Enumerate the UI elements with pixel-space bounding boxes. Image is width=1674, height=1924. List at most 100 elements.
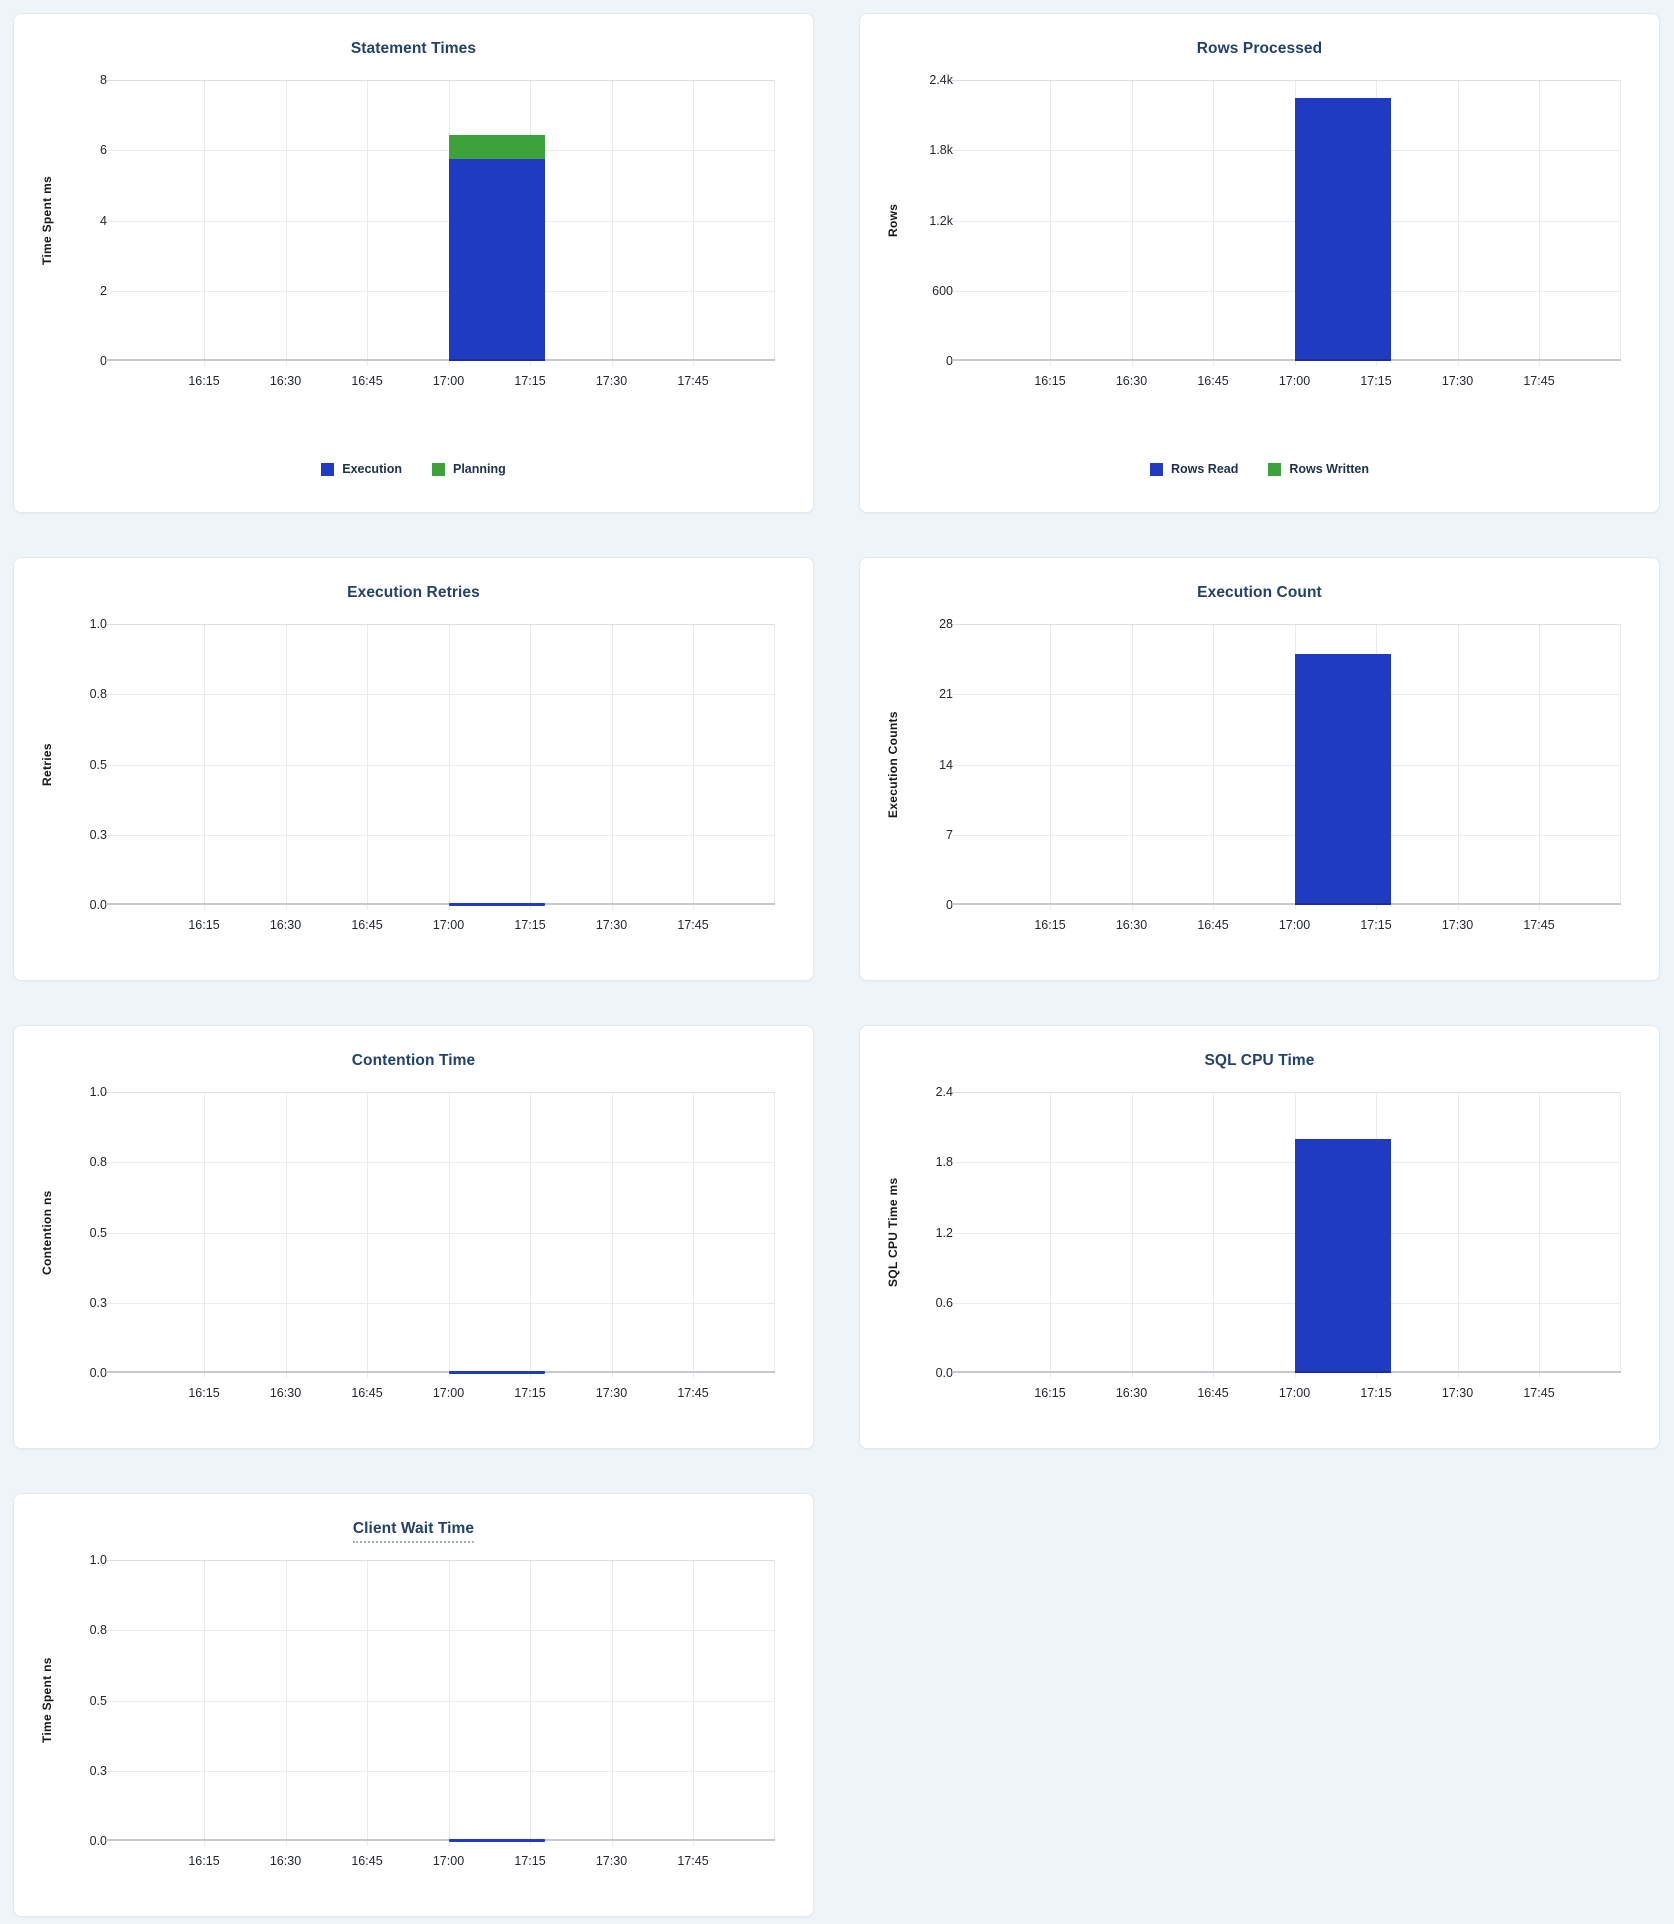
- chart-title-execution-count: Execution Count: [860, 584, 1659, 602]
- x-tick-label: 17:00: [1278, 918, 1311, 932]
- x-tick-label: 17:30: [595, 1854, 628, 1868]
- x-tick-label: 16:15: [1034, 1386, 1066, 1400]
- x-tick-label: 16:30: [1115, 918, 1148, 932]
- legend-item-rows-read[interactable]: Rows Read: [1149, 462, 1239, 476]
- x-gridline: [1131, 1092, 1133, 1378]
- plot-right-border: [774, 1092, 775, 1373]
- x-tick-label: 17:00: [432, 1386, 465, 1400]
- x-gridline: [1213, 80, 1214, 366]
- y-gridline: [106, 1303, 775, 1304]
- y-gridline: [952, 1162, 1621, 1163]
- y-tick-label: 28: [939, 617, 953, 631]
- y-tick-label: 0.8: [89, 687, 107, 701]
- legend-item-execution[interactable]: Execution: [321, 462, 402, 476]
- y-gridline: [106, 694, 775, 695]
- x-tick-label: 17:00: [432, 1854, 465, 1868]
- plot-right-border: [774, 1560, 775, 1841]
- x-gridline: [1050, 624, 1051, 910]
- x-tick-label: 17:00: [1278, 1386, 1311, 1400]
- x-axis-line: [106, 1839, 775, 1841]
- x-tick-label: 17:15: [1360, 374, 1392, 388]
- y-gridline: [106, 221, 775, 222]
- x-gridline: [1213, 624, 1214, 910]
- zero-value-line[interactable]: [448, 1371, 545, 1374]
- bar-segment-rows-read[interactable]: [1294, 98, 1391, 361]
- x-tick-label: 17:00: [1278, 374, 1311, 388]
- bar-segment-planning[interactable]: [448, 135, 545, 159]
- dashboard-row-2: Execution Retries Retries 16:15 16:30 16:45…: [13, 557, 1660, 981]
- x-gridline: [530, 1092, 531, 1378]
- x-gridline: [285, 80, 287, 366]
- y-tick-label: 0: [946, 898, 953, 912]
- x-tick-label: 16:15: [188, 918, 220, 932]
- bar-segment-execution-count[interactable]: [1294, 654, 1391, 905]
- chart-card-execution-retries: Execution Retries Retries 16:15 16:30 16:45…: [13, 557, 814, 981]
- plot-area: 16:15 16:30 16:45 17:00 17:15 17:30 17:45 0.0 0.…: [90, 617, 775, 932]
- y-tick-label: 2.4k: [929, 73, 953, 87]
- x-tick-label: 17:30: [1441, 374, 1474, 388]
- x-gridline: [1213, 1092, 1214, 1378]
- x-gridline: [1539, 624, 1540, 910]
- x-tick-label: 17:45: [677, 374, 709, 388]
- y-gridline: [952, 765, 1621, 766]
- plot-area: 16:15 16:30 16:45 17:00 17:15 17:30 17:45 0 2 4 6 8: [100, 73, 775, 388]
- legend-item-planning[interactable]: Planning: [431, 462, 506, 476]
- zero-value-line[interactable]: [448, 1839, 545, 1842]
- x-gridline: [448, 1560, 450, 1846]
- x-gridline: [1539, 80, 1540, 366]
- x-gridline: [285, 624, 287, 910]
- x-gridline: [1457, 80, 1459, 366]
- y-tick-label: 1.0: [89, 1085, 107, 1099]
- y-tick-label: 8: [100, 73, 107, 87]
- bar-segment-sql-cpu-time[interactable]: [1294, 1139, 1391, 1373]
- zero-value-line[interactable]: [448, 903, 545, 906]
- y-tick-label: 0.3: [89, 1296, 107, 1310]
- chart-title-tooltip-trigger[interactable]: Client Wait Time: [352, 1520, 475, 1543]
- x-tick-label: 17:00: [432, 918, 465, 932]
- x-tick-label: 17:15: [1360, 918, 1392, 932]
- x-tick-label: 16:45: [1197, 374, 1229, 388]
- y-tick-label: 7: [946, 828, 953, 842]
- x-gridline: [1457, 1092, 1459, 1378]
- legend-item-rows-written[interactable]: Rows Written: [1268, 462, 1369, 476]
- y-tick-label: 0.5: [89, 1226, 107, 1240]
- y-tick-label: 0.3: [89, 1764, 107, 1778]
- y-tick-label: 1.8: [935, 1155, 953, 1169]
- chart-card-rows-processed: Rows Processed Rows 16:15 16:30 16:45 17:00 1…: [859, 13, 1660, 513]
- x-gridline: [1050, 80, 1051, 366]
- plot-right-border: [774, 80, 775, 361]
- chart-card-contention-time: Contention Time Contention ns 16:15 16:30 1…: [13, 1025, 814, 1449]
- x-tick-label: 16:30: [1115, 1386, 1148, 1400]
- chart-title-text: SQL CPU Time: [1204, 1052, 1315, 1069]
- plot-right-border: [1620, 1092, 1621, 1373]
- legend-swatch-icon: [1268, 462, 1282, 476]
- x-tick-label: 17:15: [514, 374, 546, 388]
- chart-title-contention-time: Contention Time: [14, 1052, 813, 1070]
- y-gridline: [952, 1233, 1621, 1234]
- y-gridline: [106, 1162, 775, 1163]
- x-gridline: [1457, 624, 1459, 910]
- x-tick-label: 17:15: [514, 918, 546, 932]
- y-tick-label: 0.0: [89, 1834, 107, 1848]
- chart-title-text: Execution Retries: [347, 584, 480, 601]
- chart-title-rows-processed: Rows Processed: [860, 40, 1659, 58]
- x-gridline: [693, 1560, 694, 1846]
- x-gridline: [285, 1560, 287, 1846]
- x-tick-label: 17:15: [514, 1854, 546, 1868]
- x-gridline: [693, 1092, 694, 1378]
- x-gridline: [1131, 624, 1133, 910]
- x-gridline: [285, 1092, 287, 1378]
- chart-legend: Execution Planning: [14, 462, 813, 476]
- chart-title-client-wait-time: Client Wait Time: [14, 1520, 813, 1543]
- y-tick-label: 0.0: [935, 1366, 953, 1380]
- y-gridline: [106, 1092, 775, 1093]
- x-tick-label: 16:45: [1197, 918, 1229, 932]
- x-gridline: [367, 624, 368, 910]
- x-gridline: [693, 624, 694, 910]
- bar-segment-execution[interactable]: [448, 159, 545, 361]
- x-tick-label: 16:30: [269, 374, 302, 388]
- x-tick-label: 17:45: [677, 1854, 709, 1868]
- legend-label: Rows Read: [1170, 462, 1239, 476]
- x-gridline: [611, 1092, 613, 1378]
- chart-title-text: Rows Processed: [1196, 40, 1323, 57]
